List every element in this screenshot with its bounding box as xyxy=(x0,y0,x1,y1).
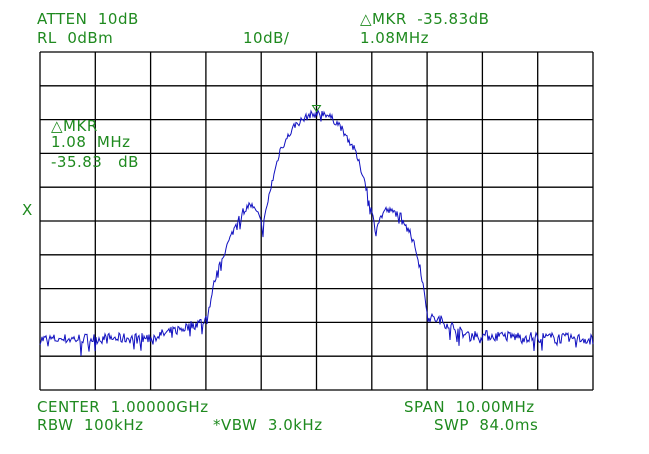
marker-box-frequency: 1.08 MHz xyxy=(51,133,131,151)
marker-box-level: -35.83 dB xyxy=(51,153,139,171)
delta-marker-frequency: 1.08MHz xyxy=(360,29,429,47)
rbw: RBW 100kHz xyxy=(37,416,144,434)
vbw: *VBW 3.0kHz xyxy=(213,416,323,434)
scale-readout: 10dB/ xyxy=(243,29,290,47)
reference-level-readout: RL 0dBm xyxy=(37,29,114,47)
marker-box-label: △MKR xyxy=(51,117,98,135)
marker-triangle-icon xyxy=(311,104,322,113)
span: SPAN 10.00MHz xyxy=(404,398,535,416)
center-frequency: CENTER 1.00000GHz xyxy=(37,398,209,416)
atten-readout: ATTEN 10dB xyxy=(37,10,139,28)
delta-marker-readout: △MKR -35.83dB xyxy=(360,10,490,28)
side-marker-label: X xyxy=(22,201,33,219)
sweep-time: SWP 84.0ms xyxy=(434,416,539,434)
grid xyxy=(39,51,594,391)
spectrum-trace xyxy=(39,108,594,357)
